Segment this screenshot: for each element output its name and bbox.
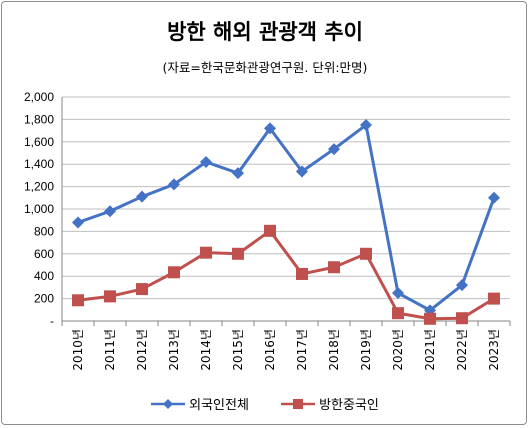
data-point — [72, 294, 84, 307]
x-tick-label: 2015년 — [231, 329, 245, 371]
y-tick-label: 400 — [34, 269, 54, 283]
y-tick-label: 200 — [34, 292, 54, 306]
data-point — [328, 261, 340, 274]
data-point — [232, 167, 244, 180]
data-point — [392, 307, 404, 320]
x-tick-label: 2013년 — [167, 329, 181, 371]
y-tick-label: 1,800 — [24, 112, 54, 126]
data-point — [360, 247, 372, 260]
x-tick-label: 2011년 — [103, 329, 117, 371]
data-point — [488, 292, 500, 305]
y-tick-label: 1,000 — [24, 202, 54, 216]
data-point — [104, 290, 116, 303]
x-tick-label: 2022년 — [455, 329, 469, 371]
y-tick-label: 1,400 — [24, 157, 54, 171]
data-point — [392, 287, 404, 299]
data-point — [296, 165, 308, 178]
y-tick-label: 1,600 — [24, 135, 54, 149]
x-tick-label: 2023년 — [487, 329, 501, 371]
chart-title: 방한 해외 관광객 추이 — [167, 20, 363, 44]
data-point — [456, 312, 468, 325]
x-tick-label: 2017년 — [295, 329, 309, 371]
data-point — [72, 216, 84, 229]
y-tick-label: 1,200 — [24, 180, 54, 194]
x-tick-label: 2019년 — [359, 329, 373, 371]
y-tick-label: 800 — [34, 224, 54, 238]
data-point — [168, 266, 180, 279]
data-point — [264, 122, 276, 135]
x-tick-label: 2021년 — [423, 329, 437, 371]
data-point — [200, 246, 212, 259]
data-point — [488, 191, 500, 204]
data-point — [232, 247, 244, 260]
data-point — [424, 312, 436, 325]
series-line-1 — [77, 229, 495, 321]
x-tick-label: 2012년 — [135, 329, 149, 371]
legend-swatch-total — [151, 398, 186, 409]
x-tick-label: 2018년 — [327, 329, 341, 371]
y-tick-label: 2,000 — [24, 90, 54, 104]
x-tick-label: 2016년 — [263, 329, 277, 371]
series-line-0 — [77, 123, 496, 312]
x-tick-label: 2014년 — [199, 329, 213, 371]
y-tick-label: - — [50, 314, 54, 328]
data-point — [296, 267, 308, 280]
legend-label-china: 방한중국인 — [319, 398, 379, 413]
data-point — [136, 190, 148, 203]
legend: 외국인전체 방한중국인 — [0, 394, 530, 414]
data-point — [360, 119, 372, 131]
data-point — [328, 143, 340, 156]
legend-label-total: 외국인전체 — [189, 398, 249, 413]
data-point — [264, 224, 276, 237]
y-tick-label: 600 — [34, 247, 54, 261]
data-point — [200, 155, 212, 168]
x-tick-label: 2020년 — [391, 329, 405, 371]
legend-item-total: 외국인전체 — [151, 394, 249, 413]
chart-subtitle: (자료=한국문화관광연구원. 단위:만명) — [162, 60, 368, 75]
data-point — [104, 205, 116, 218]
legend-item-china: 방한중국인 — [281, 394, 379, 413]
data-point — [168, 178, 180, 191]
data-point — [136, 283, 148, 296]
data-point — [456, 279, 468, 292]
legend-swatch-china — [281, 398, 316, 409]
x-tick-label: 2010년 — [71, 329, 85, 371]
